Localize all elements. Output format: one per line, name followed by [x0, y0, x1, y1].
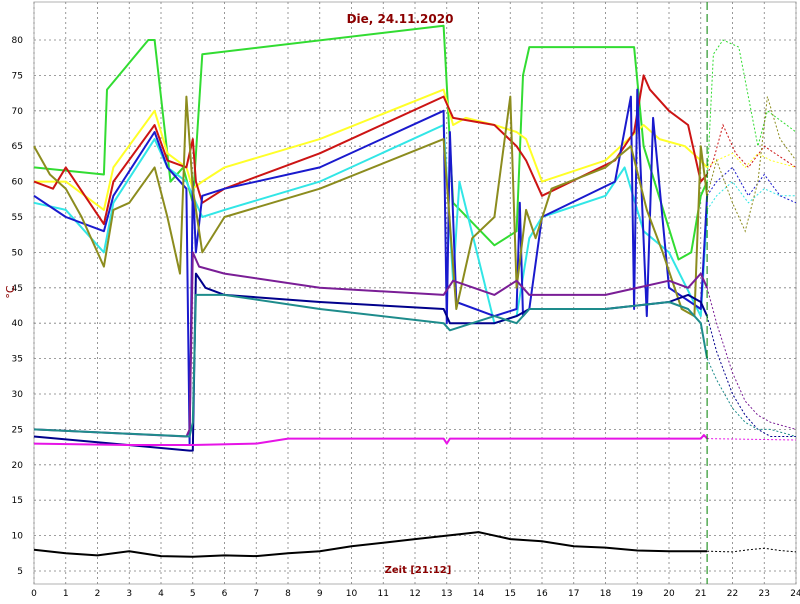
series-forecast-6: [706, 287, 797, 430]
x-tick-labels: 0 1 2 3 4 5 6 7 8 9 10 11 12 13 14 15 16 17 18 19 20 21 22 23 24: [31, 589, 800, 599]
series-line-9: [33, 434, 708, 446]
x-tick-label: 5: [190, 589, 196, 599]
x-tick-label: 20: [663, 589, 675, 599]
y-tick-label: 60: [12, 178, 24, 188]
x-tick-label: 18: [600, 589, 612, 599]
series-line-2: [33, 74, 708, 226]
x-tick-label: 17: [568, 589, 579, 599]
x-tick-label: 14: [473, 589, 485, 599]
y-tick-label: 25: [12, 425, 23, 435]
y-tick-label: 45: [12, 284, 23, 294]
y-tick-label: 65: [12, 142, 23, 152]
y-tick-label: 75: [12, 71, 23, 81]
y-tick-label: 20: [12, 461, 24, 471]
y-tick-label: 70: [12, 107, 24, 117]
y-tick-labels: 5 10 15 20 25 30 35 40 45 50 55 60 65 70 75 80: [12, 36, 24, 577]
x-tick-label: 10: [346, 589, 358, 599]
y-tick-label: 35: [12, 355, 23, 365]
series-line-5: [33, 95, 709, 318]
y-tick-label: 55: [12, 213, 23, 223]
y-tick-label: 15: [12, 496, 23, 506]
x-tick-label: 3: [126, 589, 132, 599]
y-tick-label: 10: [12, 532, 24, 542]
series-forecast-10: [707, 547, 797, 553]
y-tick-label: 30: [12, 390, 24, 400]
series-line-1: [34, 88, 708, 211]
y-axis-label: °C: [4, 285, 17, 299]
x-tick-label: 13: [441, 589, 452, 599]
series-forecast-5: [706, 96, 797, 233]
x-tick-label: 21: [695, 589, 706, 599]
x-tick-label: 19: [632, 589, 644, 599]
x-tick-label: 7: [253, 589, 259, 599]
y-tick-label: 50: [12, 248, 24, 258]
series-forecast-8: [706, 358, 797, 437]
x-tick-label: 4: [158, 589, 164, 599]
series-forecast-4: [706, 166, 797, 204]
x-tick-label: 1: [63, 589, 69, 599]
chart-title: Die, 24.11.2020: [347, 12, 454, 26]
series-line-3: [33, 124, 709, 325]
y-tick-label: 80: [12, 36, 24, 46]
series-forecast-7: [706, 315, 796, 437]
series-line-4: [33, 88, 709, 445]
x-tick-label: 6: [222, 589, 228, 599]
series-forecast-1: [706, 152, 797, 169]
series-line-0: [33, 24, 709, 261]
series-forecast-2: [706, 123, 797, 175]
x-tick-label: 24: [790, 589, 800, 599]
x-tick-label: 8: [285, 589, 291, 599]
x-tick-label: 23: [759, 589, 770, 599]
series-line-6: [33, 251, 709, 438]
y-tick-label: 40: [12, 319, 24, 329]
x-tick-label: 15: [505, 589, 516, 599]
y-tick-label: 5: [17, 567, 23, 577]
series-lines: [33, 24, 797, 558]
series-line-7: [33, 272, 709, 452]
x-tick-label: 12: [409, 589, 420, 599]
series-forecast-9: [707, 438, 797, 441]
series-line-8: [33, 293, 709, 438]
x-tick-label: 0: [31, 589, 37, 599]
series-line-10: [33, 531, 708, 558]
x-tick-label: 11: [378, 589, 389, 599]
x-tick-label: 9: [317, 589, 323, 599]
x-axis-label: Zeit [21:12]: [385, 565, 452, 576]
series-forecast-3: [706, 180, 796, 211]
x-tick-label: 2: [95, 589, 101, 599]
x-tick-label: 22: [727, 589, 738, 599]
x-tick-label: 16: [536, 589, 548, 599]
